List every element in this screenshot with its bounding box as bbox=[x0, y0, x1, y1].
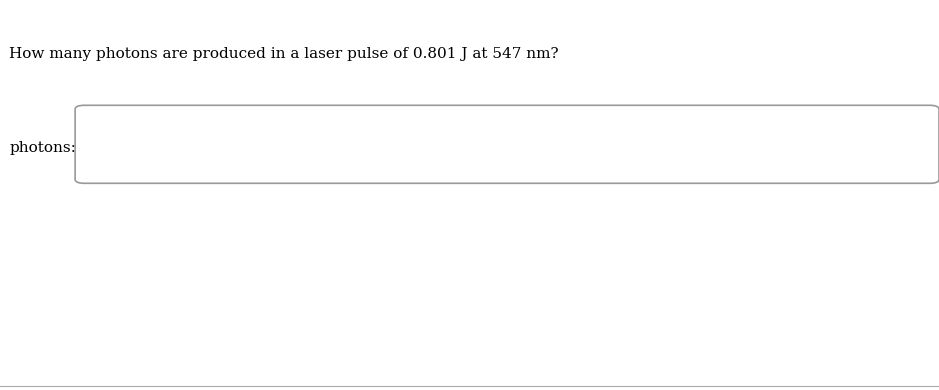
FancyBboxPatch shape bbox=[75, 105, 939, 183]
Text: photons:: photons: bbox=[9, 141, 76, 155]
Text: How many photons are produced in a laser pulse of 0.801 J at 547 nm?: How many photons are produced in a laser… bbox=[9, 47, 559, 61]
